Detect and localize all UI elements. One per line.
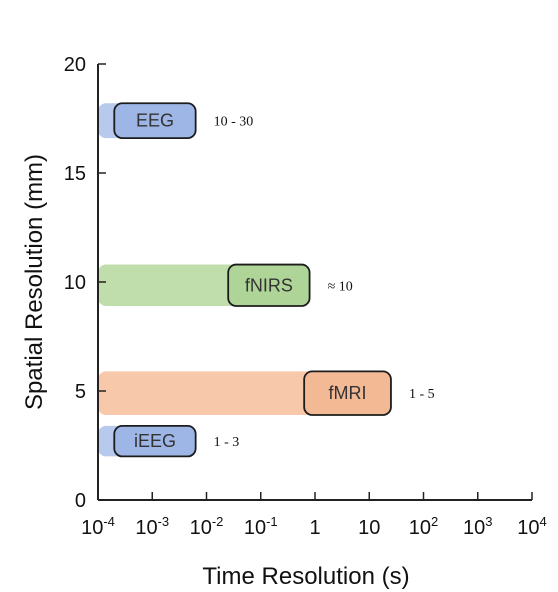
x-tick-label--2: 10-2	[190, 514, 224, 539]
fnirs-range-label: ≈ 10	[328, 279, 353, 294]
y-tick-label-15: 15	[64, 163, 86, 185]
x-tick-label-1: 10	[358, 517, 380, 539]
fmri-label: fMRI	[329, 383, 367, 403]
eeg-label: EEG	[136, 111, 174, 131]
ieeg-method-box	[113, 424, 197, 458]
labels: EEG 10 - 30 fNIRS ≈ 10 fMRI 1 - 5 iEEG 1 - 3 Tim…	[21, 111, 435, 590]
x-tick-label-3: 103	[463, 514, 492, 539]
fnirs-label: fNIRS	[245, 275, 293, 295]
fnirs-method-box	[227, 263, 311, 307]
fmri-range-label: 1 - 5	[409, 387, 435, 402]
x-tick-label-4: 104	[517, 514, 546, 539]
y-tick-label-5: 5	[75, 381, 86, 403]
y-axis-title: Spatial Resolution (mm)	[21, 154, 48, 410]
x-tick-label--3: 10-3	[135, 514, 169, 539]
ieeg-range-label: 1 - 3	[214, 435, 240, 450]
x-tick-label-2: 102	[409, 514, 438, 539]
y-tick-label-20: 20	[64, 54, 86, 76]
axes: 0 5 10 15 20 10-4 10-3 10-2 10-1 1 10 102 103 104	[64, 54, 547, 539]
y-tick-label-10: 10	[64, 272, 86, 294]
x-tick-label-0: 1	[309, 517, 320, 539]
eeg-method-box	[113, 102, 197, 140]
eeg-range-label: 10 - 30	[214, 115, 254, 130]
x-tick-label--1: 10-1	[244, 514, 278, 539]
fmri-method-box	[303, 370, 392, 416]
ieeg-label: iEEG	[134, 431, 176, 451]
y-tick-label-0: 0	[75, 490, 86, 512]
x-tick-label--4: 10-4	[81, 514, 115, 539]
x-axis-title: Time Resolution (s)	[202, 563, 409, 590]
range-bars	[98, 102, 392, 458]
